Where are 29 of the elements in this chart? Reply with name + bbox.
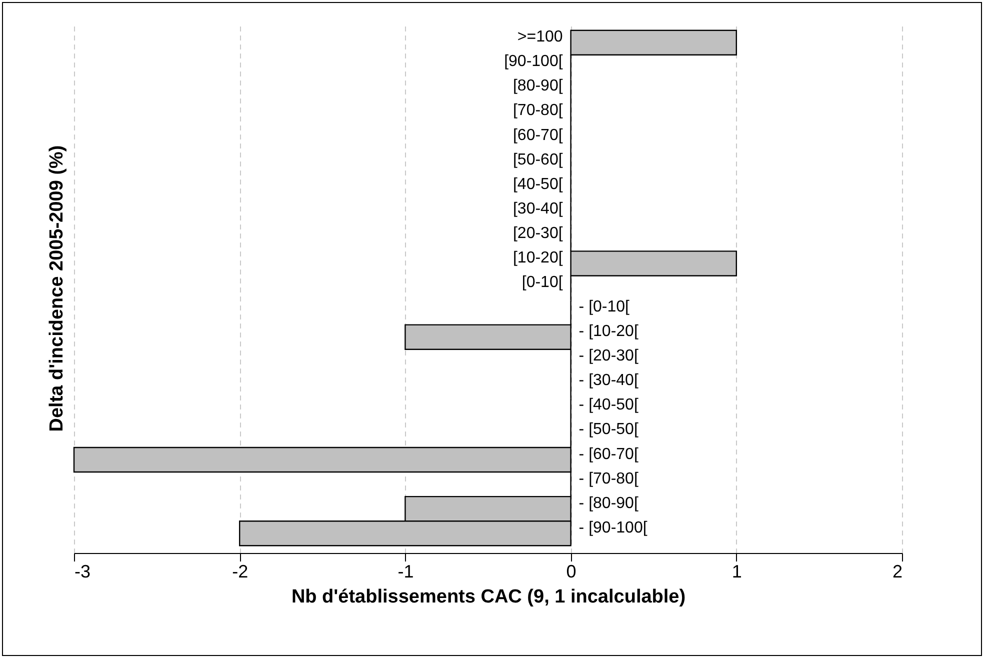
x-tick-label: 0 — [566, 562, 576, 582]
x-tick-label: -3 — [74, 562, 91, 582]
y-axis-title: Delta d'incidence 2005-2009 (%) — [46, 145, 68, 432]
y-tick-label: - [20-30[ — [578, 348, 639, 365]
y-tick-label: [60-70[ — [512, 126, 564, 144]
y-tick-label: [30-40[ — [512, 200, 564, 218]
x-tick-label: -1 — [398, 562, 414, 582]
y-tick-label: [20-30[ — [512, 224, 564, 242]
y-tick-label: [10-20[ — [512, 249, 564, 266]
y-tick-label: - [80-90[ — [578, 494, 639, 512]
y-tick-label: [0-10[ — [522, 274, 564, 291]
x-axis-title: Nb d'établissements CAC (9, 1 incalculable) — [291, 586, 686, 608]
x-tick-label: -2 — [232, 562, 248, 582]
y-tick-label: - [60-70[ — [578, 446, 639, 463]
y-tick-label: - [30-40[ — [578, 372, 639, 390]
y-tick-label: [40-50[ — [512, 176, 564, 193]
y-tick-label: - [70-80[ — [578, 470, 639, 488]
y-tick-label: - [50-50[ — [578, 421, 639, 438]
y-tick-label: - [0-10[ — [578, 298, 630, 316]
x-tick-label: 2 — [892, 562, 902, 582]
x-tick-label: 1 — [732, 562, 742, 582]
y-tick-label: >=100 — [517, 28, 563, 46]
y-tick-label: - [90-100[ — [578, 519, 648, 536]
y-tick-label: - [10-20[ — [578, 323, 639, 340]
y-tick-label: - [40-50[ — [578, 396, 639, 414]
y-tick-label: [50-60[ — [512, 151, 564, 168]
y-tick-label: [70-80[ — [512, 102, 564, 120]
y-tick-label: [90-100[ — [504, 53, 564, 70]
y-tick-label: [80-90[ — [512, 78, 564, 95]
